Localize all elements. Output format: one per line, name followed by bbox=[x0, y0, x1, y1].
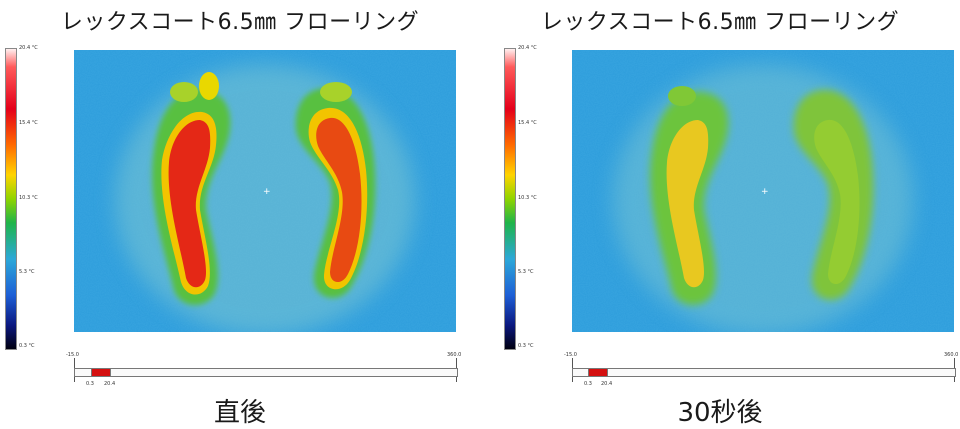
range-track[interactable] bbox=[74, 368, 458, 377]
thermal-image: + bbox=[74, 50, 456, 332]
range-selection[interactable] bbox=[91, 368, 111, 377]
thermal-panel-right: レックスコート6.5㎜ フローリング 20.4 °C 15.4 °C 10.3 … bbox=[480, 0, 960, 428]
footprint-left bbox=[650, 86, 729, 306]
scale-label-2: 15.4 °C bbox=[518, 120, 537, 126]
footprint-right bbox=[295, 82, 376, 298]
range-axis-min: -15.0 bbox=[66, 352, 79, 358]
svg-text:+: + bbox=[263, 187, 271, 197]
scale-label-min: 0.3 °C bbox=[19, 343, 35, 349]
range-selection[interactable] bbox=[588, 368, 608, 377]
scale-label-min: 0.3 °C bbox=[518, 343, 534, 349]
scale-label-max: 20.4 °C bbox=[19, 45, 38, 51]
scale-label-2: 15.4 °C bbox=[19, 120, 38, 126]
temperature-scale-bar bbox=[5, 48, 17, 350]
temperature-scale-bar bbox=[504, 48, 516, 350]
thermal-image: + bbox=[572, 50, 954, 332]
panel-title: レックスコート6.5㎜ フローリング bbox=[60, 10, 420, 35]
scale-label-4: 5.3 °C bbox=[518, 269, 534, 275]
svg-text:+: + bbox=[761, 187, 769, 197]
range-low-label: 0.3 bbox=[584, 381, 592, 387]
range-low-label: 0.3 bbox=[86, 381, 94, 387]
footprint-left bbox=[152, 72, 231, 306]
scale-label-3: 10.3 °C bbox=[518, 195, 537, 201]
range-high-label: 20.4 bbox=[104, 381, 116, 387]
thermal-panel-left: レックスコート6.5㎜ フローリング 20.4 °C 15.4 °C 10.3 … bbox=[0, 0, 480, 428]
range-axis-min: -15.0 bbox=[564, 352, 577, 358]
range-track[interactable] bbox=[572, 368, 956, 377]
panel-title: レックスコート6.5㎜ フローリング bbox=[540, 10, 900, 35]
panel-caption: 30秒後 bbox=[677, 398, 763, 428]
range-axis-max: 360.0 bbox=[447, 352, 462, 358]
range-axis-max: 360.0 bbox=[944, 352, 959, 358]
scale-label-max: 20.4 °C bbox=[518, 45, 537, 51]
range-high-label: 20.4 bbox=[601, 381, 613, 387]
scale-label-4: 5.3 °C bbox=[19, 269, 35, 275]
scale-label-3: 10.3 °C bbox=[19, 195, 38, 201]
panel-caption: 直後 bbox=[213, 398, 266, 428]
footprint-right bbox=[793, 89, 874, 300]
